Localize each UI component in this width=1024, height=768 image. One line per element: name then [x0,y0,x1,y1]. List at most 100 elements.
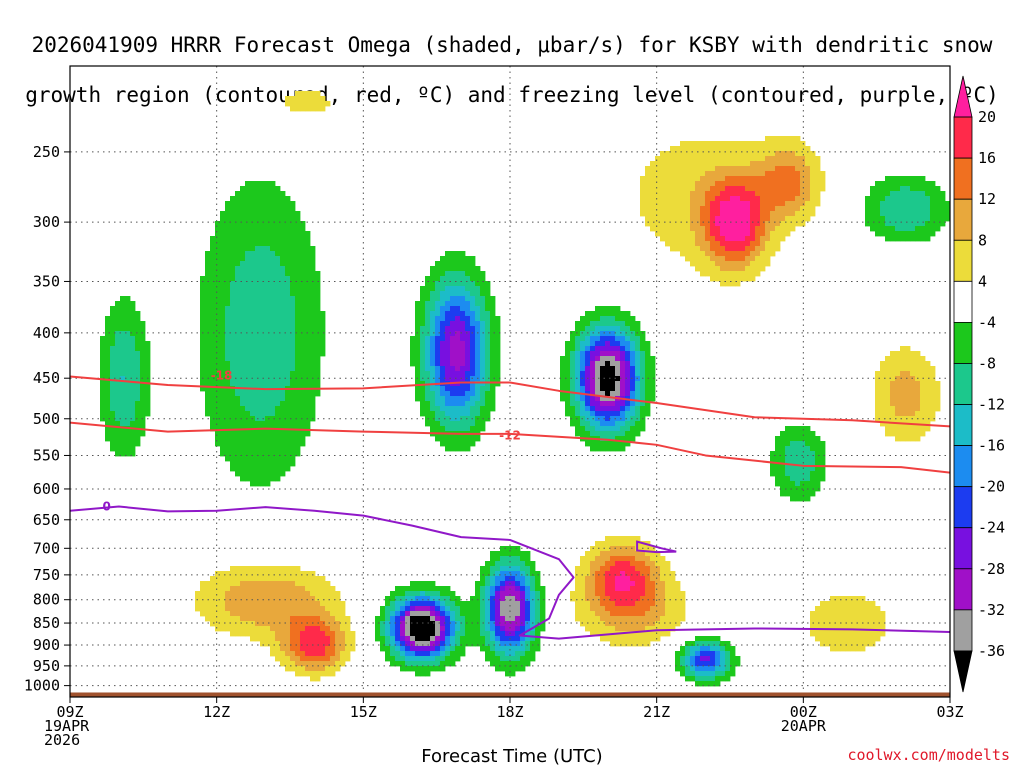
omega-cell [475,321,481,382]
omega-cell [300,91,306,112]
omega-cell [590,336,596,347]
omega-cell [230,196,236,282]
omega-cell [395,601,401,612]
y-tick-label: 1000 [24,677,60,695]
omega-cell [530,561,536,577]
omega-cell [465,371,471,392]
omega-cell [625,326,631,337]
omega-cell [380,606,386,622]
omega-cell [745,256,751,267]
omega-cell [500,661,506,672]
omega-cell [490,631,496,642]
omega-cell [615,436,621,452]
omega-cell [630,556,636,567]
omega-cell [755,161,761,177]
omega-cell [460,366,466,382]
omega-cell [460,271,466,287]
omega-cell [390,601,396,612]
colorbar-label: 4 [978,272,987,290]
omega-cell [730,186,736,197]
omega-cell [445,286,451,302]
omega-cell [350,631,356,652]
omega-cell [540,586,546,632]
omega-cell [615,606,621,617]
omega-cell [625,406,631,412]
omega-cell [715,646,721,652]
omega-cell [875,181,881,237]
omega-cell [635,631,641,647]
omega-cell [580,401,586,417]
omega-cell [310,246,316,422]
omega-cell [880,181,886,202]
omega-cell [760,236,766,252]
y-tick-label: 400 [33,324,60,342]
omega-cell [325,611,331,627]
omega-cell [730,176,736,187]
omega-cell [310,616,316,627]
omega-cell [520,586,526,592]
omega-cell [690,191,696,232]
omega-cell [805,201,811,222]
omega-cell [525,651,531,667]
x-tick-label: 18Z [496,703,523,721]
omega-cell [445,616,451,637]
omega-cell [780,206,786,222]
omega-cell [690,141,696,192]
omega-cell [215,221,221,447]
y-tick-label: 500 [33,410,60,428]
omega-cell [605,611,611,627]
colorbar-swatch [953,321,973,364]
omega-cell [305,91,311,112]
omega-cell [770,156,776,172]
omega-cell [820,601,826,647]
omega-cell [750,191,756,242]
omega-cell [245,251,251,412]
omega-cell [795,211,801,227]
omega-cell [460,636,466,657]
omega-cell [340,601,346,632]
omega-cell [570,591,576,602]
colorbar-swatch [953,527,973,570]
colorbar-swatch [953,280,973,323]
omega-cell [290,616,296,652]
omega-cell [720,201,726,237]
colorbar-swatch [953,198,973,241]
omega-cell [610,441,616,452]
omega-cell [790,166,796,202]
omega-cell [620,361,626,397]
omega-cell [510,596,516,622]
omega-cell [425,606,431,612]
omega-cell [420,641,426,647]
omega-cell [445,431,451,452]
y-tick-label: 550 [33,446,60,464]
omega-cell [720,651,726,672]
chart-title: 2026041909 HRRR Forecast Omega (shaded, … [0,8,1024,108]
omega-cell [605,316,611,327]
omega-cell [630,536,636,547]
x-tick-label: 2026 [44,731,80,749]
omega-cell [620,606,626,617]
omega-cell [620,571,626,592]
omega-cell [405,666,411,672]
omega-cell [745,176,751,192]
omega-cell [830,596,836,652]
omega-cell [425,301,431,337]
omega-cell [405,606,411,612]
omega-cell [725,261,731,272]
omega-cell [220,571,226,632]
omega-cell [280,266,286,402]
omega-cell [525,641,531,652]
omega-cell [890,191,896,227]
omega-cell [630,631,636,647]
omega-cell [450,651,456,667]
omega-cell [295,616,301,657]
omega-cell [375,616,381,642]
omega-cell [605,396,611,402]
omega-cell [485,586,491,632]
omega-cell [110,306,116,347]
omega-cell [710,236,716,252]
omega-cell [295,566,301,587]
omega-cell [915,176,921,192]
omega-cell [570,331,576,352]
omega-cell [785,136,791,152]
